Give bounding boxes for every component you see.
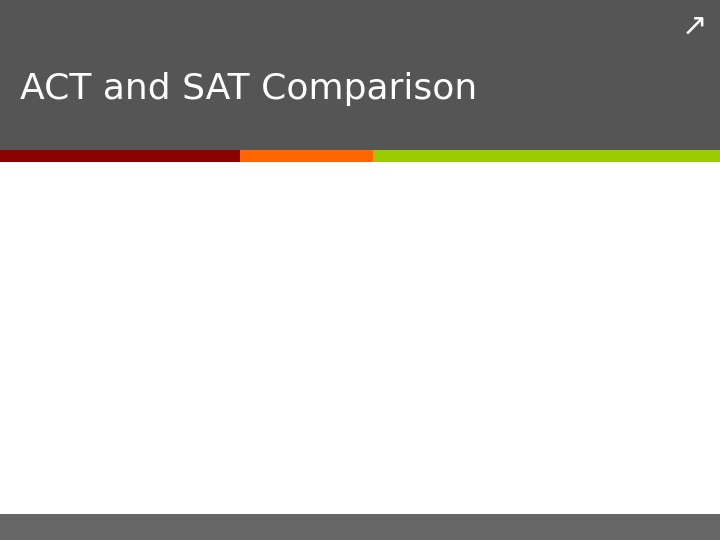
Bar [0,514,720,540]
Bar [0,150,240,162]
Bar [240,150,373,162]
Text: ACT and SAT Comparison: ACT and SAT Comparison [20,72,477,106]
Text: ↗: ↗ [682,12,708,41]
Bar [0,0,720,150]
Bar [373,150,720,162]
